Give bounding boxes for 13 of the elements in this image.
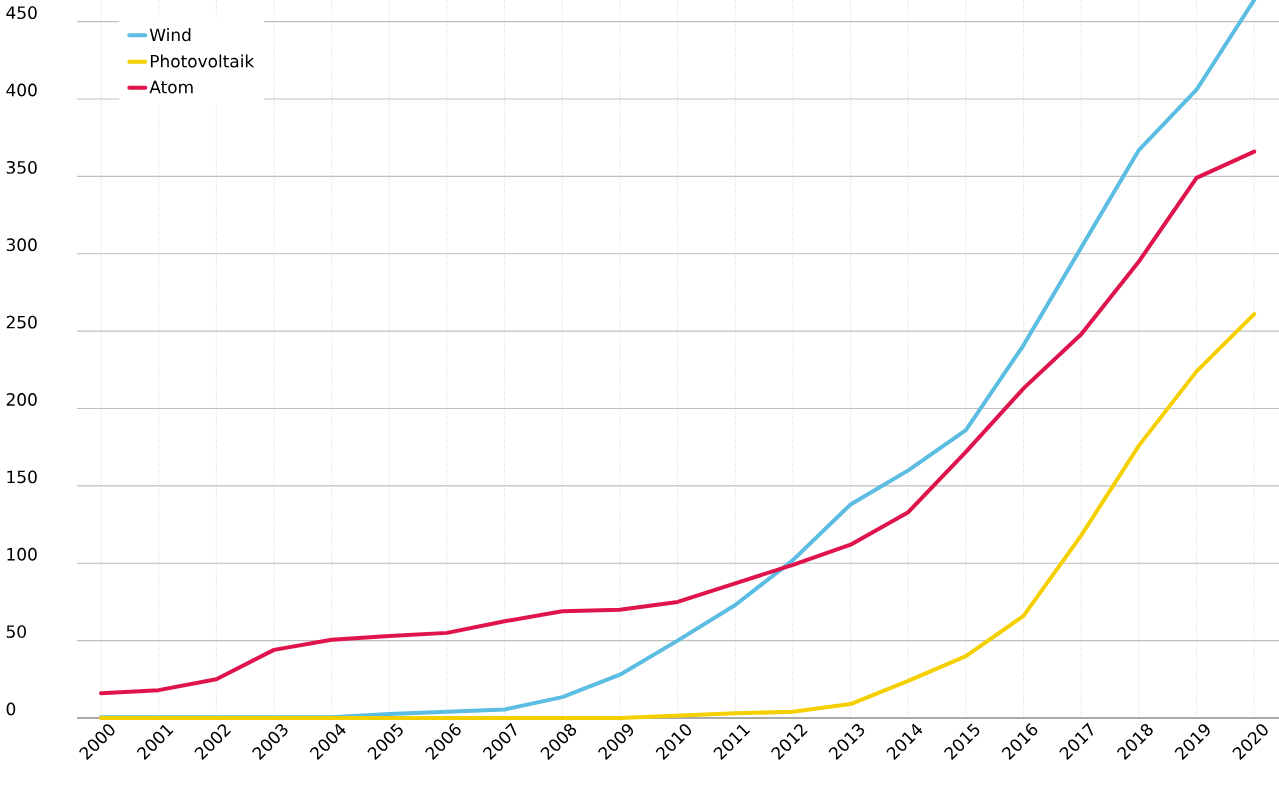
y-tick-label: 400 (6, 83, 37, 97)
legend-label: Wind (149, 28, 191, 42)
y-tick-label: 50 (6, 625, 26, 639)
y-tick-label: 350 (6, 160, 37, 174)
y-tick-label: 0 (6, 702, 16, 716)
y-tick-label: 300 (6, 238, 37, 252)
y-tick-label: 450 (6, 6, 37, 20)
legend-label: Atom (149, 80, 193, 94)
y-tick-label: 250 (6, 315, 37, 329)
y-tick-label: 100 (7, 547, 37, 561)
y-tick-label: 150 (7, 470, 37, 484)
legend-label: Photovoltaik (150, 54, 255, 68)
y-tick-label: 200 (6, 393, 37, 406)
